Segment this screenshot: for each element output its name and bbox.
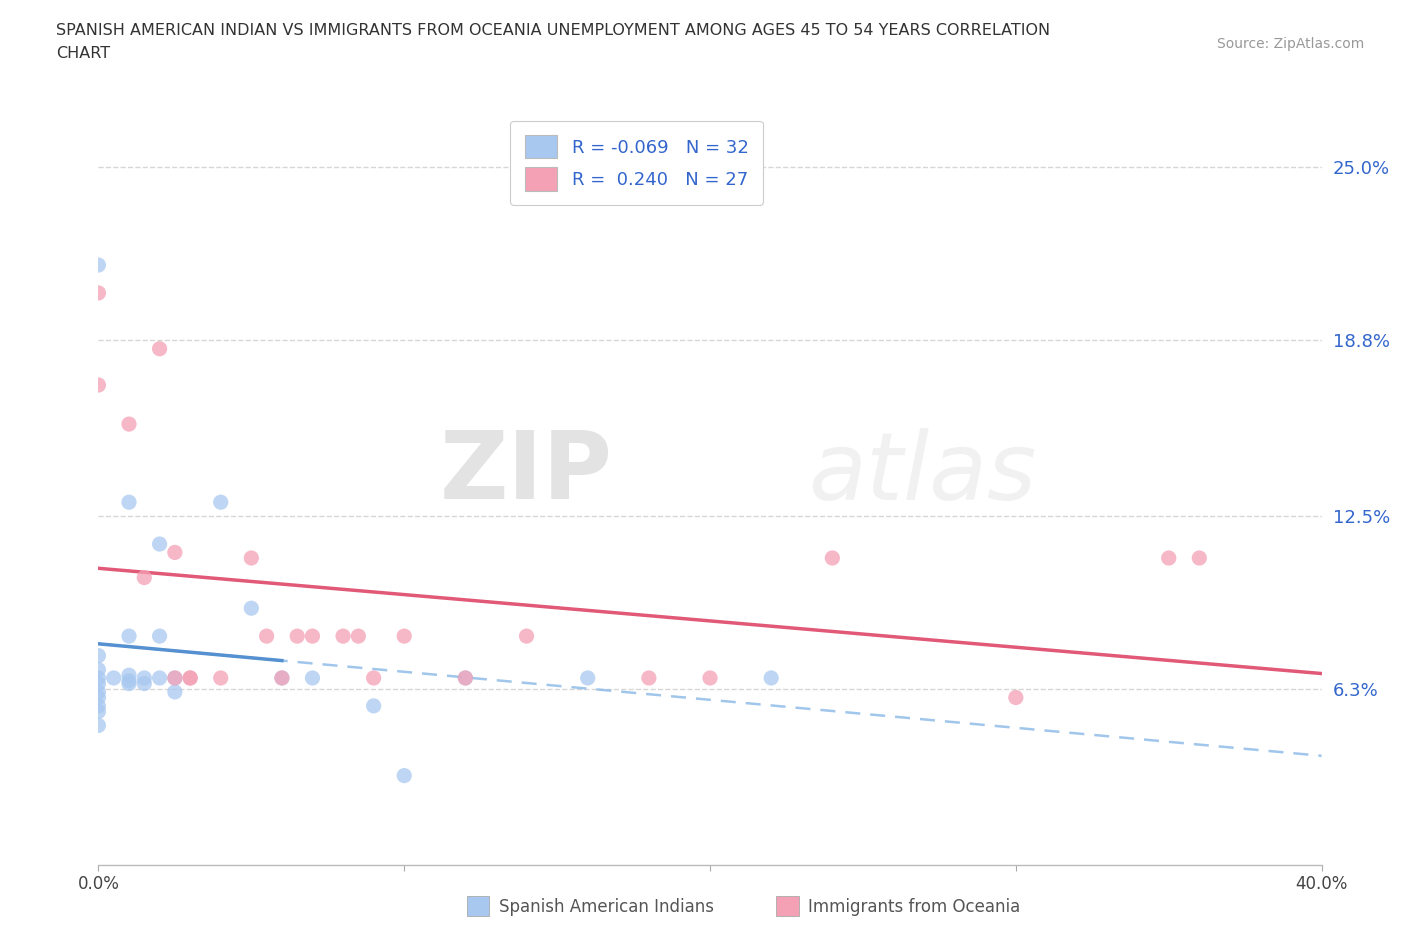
- Point: [87, 671, 110, 685]
- Point: [87, 690, 110, 705]
- Point: [87, 704, 110, 719]
- Point: [87, 378, 110, 392]
- Point: [118, 417, 141, 432]
- Point: [301, 629, 323, 644]
- FancyBboxPatch shape: [467, 896, 489, 916]
- FancyBboxPatch shape: [776, 896, 799, 916]
- Point: [179, 671, 201, 685]
- Point: [179, 671, 201, 685]
- Text: ZIP: ZIP: [439, 427, 612, 519]
- Point: [134, 671, 156, 685]
- Point: [347, 629, 370, 644]
- Point: [103, 671, 125, 685]
- Point: [87, 286, 110, 300]
- Point: [1004, 690, 1026, 705]
- Legend: R = -0.069   N = 32, R =  0.240   N = 27: R = -0.069 N = 32, R = 0.240 N = 27: [510, 121, 763, 205]
- Point: [87, 258, 110, 272]
- Point: [699, 671, 721, 685]
- Point: [209, 495, 232, 510]
- Point: [118, 668, 141, 683]
- Point: [87, 684, 110, 699]
- Point: [301, 671, 323, 685]
- Point: [118, 673, 141, 688]
- Point: [576, 671, 599, 685]
- Point: [332, 629, 354, 644]
- Point: [516, 629, 538, 644]
- Point: [87, 662, 110, 677]
- Point: [637, 671, 661, 685]
- Point: [87, 676, 110, 691]
- Point: [240, 601, 263, 616]
- Text: CHART: CHART: [56, 46, 110, 61]
- Text: Spanish American Indians: Spanish American Indians: [499, 897, 714, 916]
- Point: [454, 671, 477, 685]
- Point: [821, 551, 844, 565]
- Point: [134, 676, 156, 691]
- Point: [209, 671, 232, 685]
- Point: [163, 545, 186, 560]
- Text: Source: ZipAtlas.com: Source: ZipAtlas.com: [1216, 37, 1364, 51]
- Point: [363, 671, 385, 685]
- Point: [87, 698, 110, 713]
- Point: [1157, 551, 1180, 565]
- Text: SPANISH AMERICAN INDIAN VS IMMIGRANTS FROM OCEANIA UNEMPLOYMENT AMONG AGES 45 TO: SPANISH AMERICAN INDIAN VS IMMIGRANTS FR…: [56, 23, 1050, 38]
- Point: [392, 629, 416, 644]
- Point: [256, 629, 278, 644]
- Point: [392, 768, 416, 783]
- Text: Immigrants from Oceania: Immigrants from Oceania: [808, 897, 1021, 916]
- Point: [87, 648, 110, 663]
- Point: [285, 629, 308, 644]
- Point: [87, 718, 110, 733]
- Point: [1188, 551, 1211, 565]
- Point: [163, 671, 186, 685]
- Point: [149, 341, 172, 356]
- Point: [149, 629, 172, 644]
- Point: [270, 671, 292, 685]
- Point: [759, 671, 782, 685]
- Point: [118, 676, 141, 691]
- Point: [118, 495, 141, 510]
- Point: [363, 698, 385, 713]
- Point: [270, 671, 292, 685]
- Point: [454, 671, 477, 685]
- Point: [149, 537, 172, 551]
- Point: [240, 551, 263, 565]
- Point: [134, 570, 156, 585]
- Text: atlas: atlas: [808, 428, 1036, 519]
- Point: [149, 671, 172, 685]
- Point: [118, 629, 141, 644]
- Point: [163, 671, 186, 685]
- Point: [163, 684, 186, 699]
